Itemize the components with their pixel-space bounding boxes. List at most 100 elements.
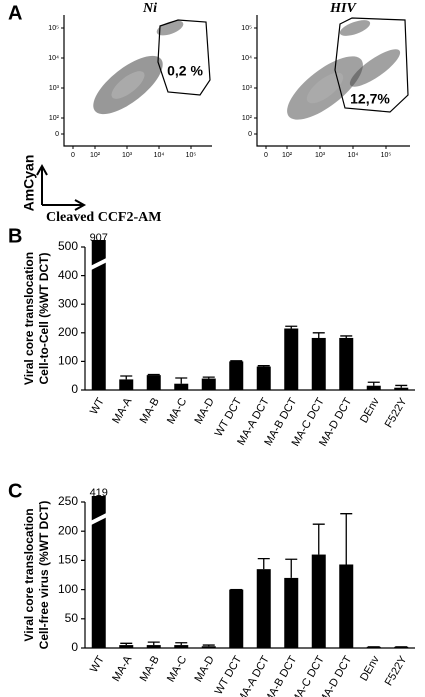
x-tick-label: MA-B	[138, 396, 162, 426]
error-bar	[340, 335, 353, 338]
y-tick-label: 10³	[242, 85, 253, 92]
bar	[339, 337, 354, 390]
x-tick-label: 0	[264, 152, 268, 159]
error-bar	[257, 557, 270, 570]
bar	[91, 240, 106, 390]
y-axis-label: Viral core translocation	[22, 252, 36, 385]
bar	[366, 385, 381, 390]
error-bar	[312, 523, 325, 555]
error-bar	[120, 642, 133, 646]
bar	[119, 645, 134, 648]
gate-label: 0,2 %	[167, 63, 203, 79]
y-tick-label: 300	[58, 296, 78, 310]
x-tick-label: WT	[88, 396, 107, 417]
x-tick-label: MA-A	[110, 653, 134, 683]
bar	[311, 337, 326, 390]
y-tick-label: 100	[58, 354, 78, 368]
y-tick-label: 200	[58, 523, 78, 537]
x-tick-label: MA-B	[138, 654, 162, 684]
bar	[339, 564, 354, 648]
error-bar	[175, 642, 188, 646]
axis-break	[87, 257, 110, 271]
bar	[284, 577, 299, 648]
panel-label: A	[8, 2, 22, 24]
error-bar	[202, 376, 215, 379]
y-tick-label: 150	[58, 553, 78, 567]
chart-title: Ni	[142, 1, 157, 16]
x-tick-label: F522Y	[383, 395, 410, 430]
bar	[256, 569, 271, 648]
gate	[157, 19, 211, 96]
bar	[256, 366, 271, 390]
bar	[201, 378, 216, 390]
axis-line	[256, 15, 410, 147]
error-bar	[202, 644, 215, 647]
bar	[229, 589, 244, 648]
error-bar	[147, 641, 160, 646]
y-tick-label: 10⁴	[48, 55, 59, 62]
y-tick-label: 100	[58, 582, 78, 596]
bar	[201, 646, 216, 648]
y-tick-label: 250	[58, 494, 78, 508]
axis-line	[63, 15, 212, 147]
x-tick-label: MA-C	[165, 396, 189, 426]
x-tick-label: DEnv	[358, 654, 382, 684]
value-label: 907	[90, 232, 108, 244]
value-label: 419	[90, 487, 108, 499]
panel-label: B	[8, 225, 22, 247]
y-tick-label: 10⁴	[241, 55, 252, 62]
y-tick-label: 10²	[242, 115, 253, 122]
y-tick-label: 10⁵	[241, 25, 252, 32]
y-axis-label: Viral core translocation	[22, 508, 36, 641]
bar	[146, 645, 161, 648]
y-tick-label: 10²	[49, 115, 60, 122]
bar	[91, 496, 106, 648]
x-tick-label: 10²	[90, 152, 101, 159]
bar	[174, 383, 189, 390]
bar	[311, 554, 326, 648]
y-axis-label: Cell-free virus (%WT DCT)	[37, 501, 51, 650]
x-tick-label: 10³	[315, 152, 326, 159]
bar	[394, 387, 409, 390]
y-tick-label: 0	[71, 382, 78, 396]
gate-label: 12,7%	[350, 91, 390, 107]
bar	[174, 645, 189, 648]
y-tick-label: 10⁵	[48, 25, 59, 32]
error-bar	[230, 360, 243, 362]
x-tick-label: MA-D	[192, 654, 216, 684]
chart-title: HIV	[329, 1, 357, 16]
x-tick-label: 10²	[282, 152, 293, 159]
panel-label: C	[8, 480, 22, 502]
error-bar	[367, 381, 380, 386]
x-tick-label: 10⁴	[348, 152, 359, 159]
error-bar	[285, 558, 298, 578]
plot-area	[91, 496, 409, 648]
y-tick-label: 50	[65, 611, 79, 625]
y-axis-label: AmCyan	[21, 155, 37, 212]
x-tick-label: WT	[88, 654, 107, 675]
error-bar	[285, 325, 298, 329]
x-tick-label: MA-A	[110, 395, 134, 425]
error-bar	[147, 373, 160, 376]
error-bar	[120, 375, 133, 380]
x-tick-label: 10⁵	[186, 152, 197, 159]
error-bar	[312, 332, 325, 338]
bar	[146, 375, 161, 390]
error-bar	[340, 513, 353, 565]
error-bar	[175, 377, 188, 384]
gate	[334, 17, 409, 113]
y-tick-label: 200	[58, 325, 78, 339]
x-tick-label: F522Y	[383, 653, 410, 688]
error-bar	[257, 365, 270, 367]
x-tick-label: MA-C	[165, 654, 189, 684]
y-axis-label: Cell-to-Cell (%WT DCT)	[37, 253, 51, 385]
y-tick-label: 0	[71, 640, 78, 654]
x-tick-label: MA-D	[192, 396, 216, 426]
x-tick-label: 10⁴	[154, 152, 165, 159]
x-axis-label: Cleaved CCF2-AM	[46, 210, 161, 225]
x-tick-label: 10³	[122, 152, 133, 159]
y-tick-label: 10³	[49, 85, 60, 92]
bar	[284, 328, 299, 390]
